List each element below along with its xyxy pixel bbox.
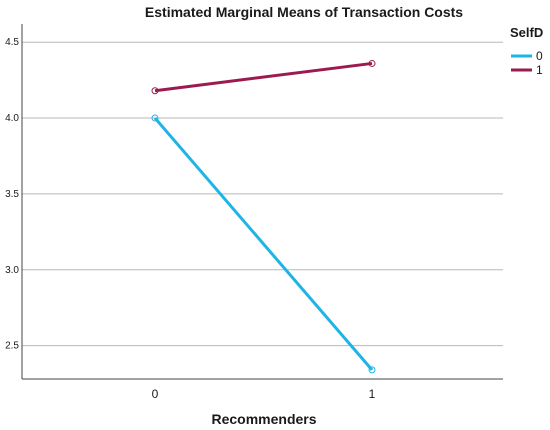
x-tick-label: 1 bbox=[369, 387, 376, 401]
series-line bbox=[154, 61, 373, 93]
y-tick-label: 3.5 bbox=[5, 189, 19, 200]
legend-label: 1 bbox=[536, 63, 543, 77]
y-tick-label: 2.5 bbox=[5, 341, 19, 352]
x-axis-label: Recommenders bbox=[211, 411, 316, 427]
legend-label: 0 bbox=[536, 49, 543, 63]
series-0 bbox=[151, 114, 376, 374]
y-axis-ticks: 2.5 3.0 3.5 4.0 4.5 bbox=[5, 37, 19, 351]
legend-title: SelfD bbox=[510, 25, 543, 40]
data-point bbox=[151, 87, 159, 95]
series-layer bbox=[151, 59, 376, 374]
y-tick-label: 4.5 bbox=[5, 37, 19, 48]
y-tick-label: 4.0 bbox=[5, 113, 19, 124]
series-line bbox=[153, 117, 374, 371]
legend: SelfD 01 bbox=[510, 25, 543, 77]
y-tick-label: 3.0 bbox=[5, 265, 19, 276]
gridlines bbox=[22, 41, 503, 347]
data-point bbox=[151, 114, 159, 122]
data-point bbox=[368, 59, 376, 67]
x-tick-label: 0 bbox=[152, 387, 159, 401]
axes bbox=[21, 24, 503, 380]
series-1 bbox=[151, 59, 376, 95]
chart-title: Estimated Marginal Means of Transaction … bbox=[145, 4, 463, 20]
data-point bbox=[368, 366, 376, 374]
